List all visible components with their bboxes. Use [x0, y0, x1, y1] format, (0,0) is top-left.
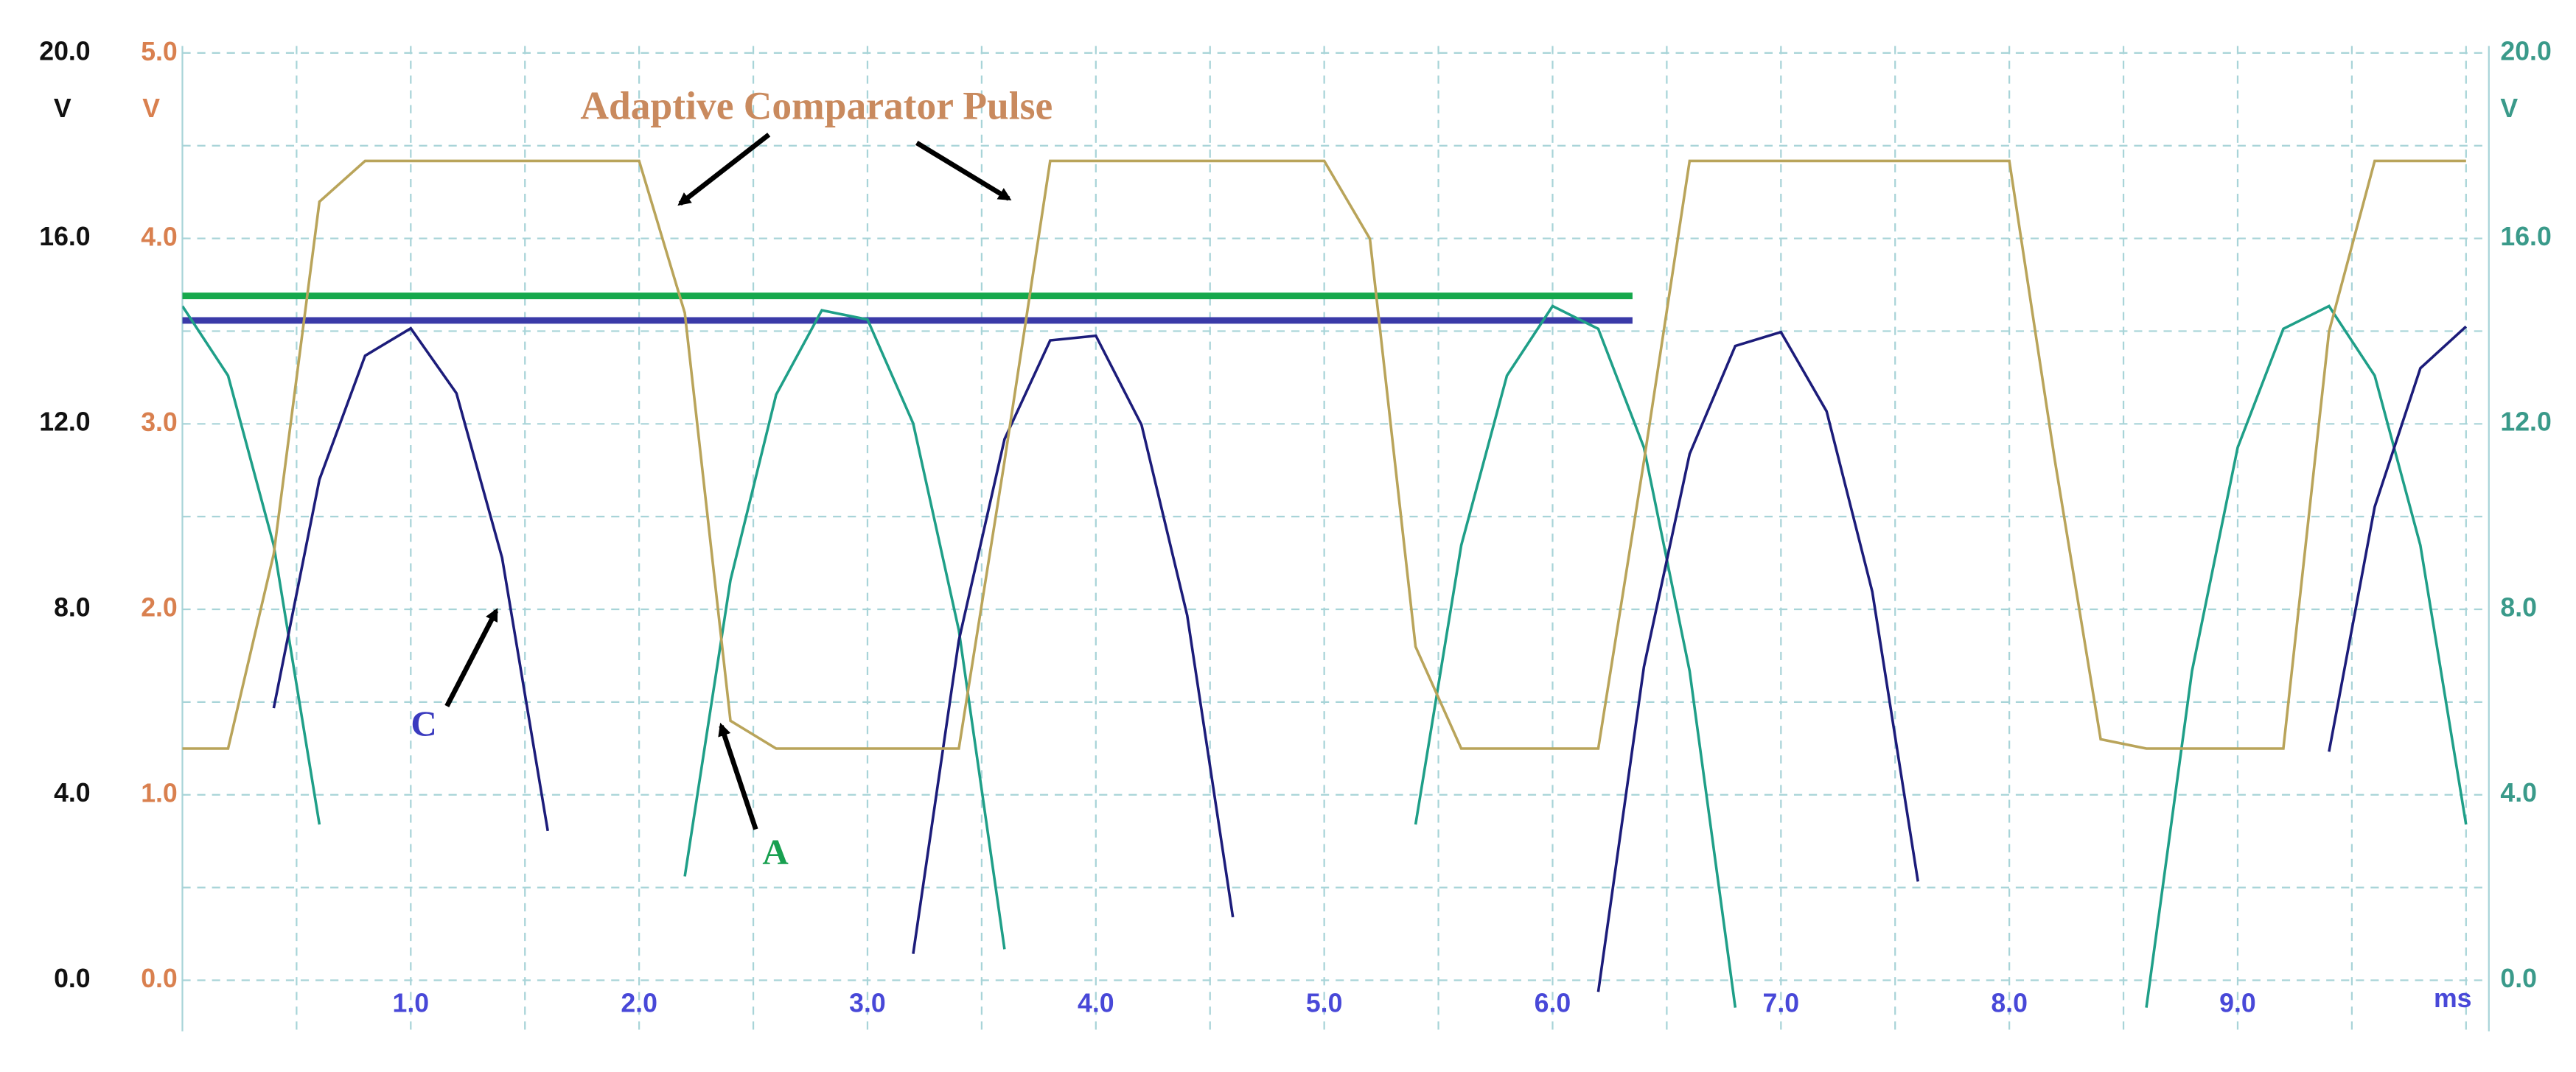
y2-tick-label: 0.0	[141, 964, 178, 993]
series-line	[182, 159, 2466, 750]
x-tick-label: 9.0	[2219, 988, 2256, 1017]
x-axis-unit: ms	[2434, 984, 2472, 1013]
annotations: Adaptive Comparator Pulse C A	[411, 84, 1053, 872]
series-line	[182, 304, 2468, 1008]
x-tick-label: 5.0	[1306, 988, 1343, 1017]
arrow	[677, 133, 771, 206]
x-tick-label: 8.0	[1991, 988, 2028, 1017]
y2-tick-label: 4.0	[141, 223, 178, 252]
right-axis-unit: V	[2500, 94, 2518, 123]
y2-tick-label: 5.0	[141, 37, 178, 66]
y-tick-label: 8.0	[54, 592, 91, 622]
x-tick-label: 4.0	[1078, 988, 1114, 1017]
y2-tick-label: 3.0	[141, 407, 178, 437]
y-tick-label: 12.0	[39, 407, 90, 437]
series-a-label: A	[762, 831, 789, 872]
x-tick-label: 3.0	[849, 988, 886, 1017]
y2-tick-label: 1.0	[141, 778, 178, 807]
series-c-label: C	[411, 704, 436, 744]
y2-axis-unit: V	[142, 94, 160, 123]
y-tick-label-right: 20.0	[2500, 36, 2551, 66]
arrow	[915, 141, 1012, 201]
grid	[181, 46, 2490, 1031]
x-tick-label: 2.0	[621, 988, 657, 1017]
y-tick-label-right: 0.0	[2500, 964, 2537, 993]
plot-area	[182, 159, 2468, 1008]
y-tick-label-right: 4.0	[2500, 778, 2537, 807]
arrow	[444, 608, 499, 707]
y-tick-label-right: 16.0	[2500, 222, 2551, 251]
y-axis-unit: V	[54, 94, 71, 123]
x-tick-label: 6.0	[1535, 988, 1571, 1017]
series-line	[272, 325, 2468, 992]
x-tick-label: 7.0	[1763, 988, 1800, 1017]
axes: V V V ms 0.0 0.0 4.0 4.0 8.0 8.0 12.0 12.0 16.0 1…	[39, 36, 2552, 1017]
y-tick-label-right: 12.0	[2500, 407, 2551, 437]
y-tick-label: 20.0	[39, 36, 90, 66]
y2-tick-label: 2.0	[141, 593, 178, 623]
arrow	[718, 722, 758, 830]
y-tick-label: 0.0	[54, 964, 91, 993]
y-tick-label-right: 8.0	[2500, 592, 2537, 622]
pulse-label: Adaptive Comparator Pulse	[580, 84, 1053, 128]
x-tick-label: 1.0	[393, 988, 430, 1017]
y-tick-label: 4.0	[54, 778, 91, 807]
y-tick-label: 16.0	[39, 222, 90, 251]
